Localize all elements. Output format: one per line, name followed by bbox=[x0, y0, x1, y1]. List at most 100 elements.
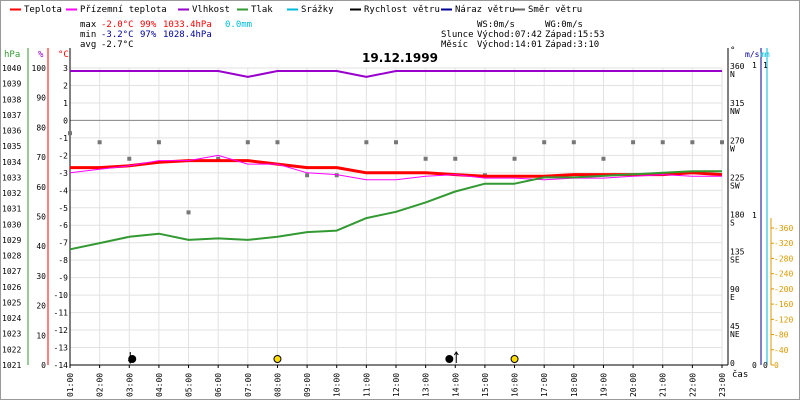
humidity-tick-label: 90 bbox=[36, 94, 46, 103]
degree-tick-label: -280 bbox=[774, 254, 793, 263]
x-tick-label: 14:00 bbox=[451, 373, 460, 397]
direction-name-label: E bbox=[730, 293, 735, 302]
wind-direction-point bbox=[97, 140, 102, 145]
humidity-tick-label: 80 bbox=[36, 123, 46, 132]
legend-label: Teplota bbox=[24, 5, 62, 15]
wind-direction-point bbox=[542, 140, 547, 145]
series-line-1 bbox=[69, 154, 722, 181]
legend-label: Vlhkost bbox=[192, 5, 230, 15]
x-axis-label: čas bbox=[732, 369, 748, 380]
precip-axis-unit: mm bbox=[760, 50, 770, 59]
pressure-tick-label: 1039 bbox=[2, 80, 21, 89]
x-tick-label: 06:00 bbox=[214, 373, 223, 397]
degree-tick-label: -80 bbox=[774, 331, 789, 340]
wind-tick-label: 1 bbox=[752, 211, 757, 220]
degree-tick-label: -40 bbox=[774, 346, 789, 355]
series-line-2 bbox=[70, 70, 722, 78]
humidity-tick-label: 20 bbox=[36, 302, 46, 311]
degree-tick-label: 0 bbox=[774, 361, 779, 370]
moon-set: Západ:3:10 bbox=[545, 40, 599, 50]
temperature-tick-label: -6 bbox=[58, 221, 68, 230]
temperature-tick-label: -11 bbox=[54, 309, 69, 318]
direction-name-label: SE bbox=[730, 256, 740, 265]
x-tick-label: 17:00 bbox=[540, 373, 549, 397]
x-tick-label: 20:00 bbox=[629, 373, 638, 397]
x-tick-label: 04:00 bbox=[155, 373, 164, 397]
wind-axis-unit: m/s bbox=[745, 50, 760, 59]
wind-direction-point bbox=[127, 156, 132, 161]
legend-label: Směr větru bbox=[528, 5, 582, 15]
direction-name-label: SW bbox=[730, 181, 740, 190]
temperature-tick-label: 3 bbox=[63, 64, 68, 73]
x-tick-label: 07:00 bbox=[244, 373, 253, 397]
plot-area: hPa1021102210231024102510261027102810291… bbox=[2, 46, 793, 397]
x-tick-label: 11:00 bbox=[362, 373, 371, 397]
wind-direction-point bbox=[720, 140, 724, 145]
temperature-tick-label: -12 bbox=[54, 326, 69, 335]
direction-axis-unit: ° bbox=[730, 46, 735, 56]
direction-name-label: NE bbox=[730, 330, 740, 339]
pressure-tick-label: 1029 bbox=[2, 236, 21, 245]
sun-label: Slunce bbox=[441, 30, 474, 40]
pressure-tick-label: 1033 bbox=[2, 173, 21, 182]
temperature-tick-label: 2 bbox=[63, 81, 68, 90]
direction-tick-label: 315 bbox=[730, 99, 745, 108]
wind-direction-point bbox=[512, 156, 517, 161]
pressure-tick-label: 1035 bbox=[2, 142, 21, 151]
wind-direction-point bbox=[275, 140, 280, 145]
temperature-tick-label: -1 bbox=[58, 134, 68, 143]
temperature-tick-label: -2 bbox=[58, 151, 68, 160]
x-tick-label: 10:00 bbox=[333, 373, 342, 397]
temperature-tick-label: 1 bbox=[63, 99, 68, 108]
stat-min-temp: -3.2°C bbox=[101, 30, 134, 40]
stat-min-press: 1028.4hPa bbox=[163, 30, 212, 40]
temperature-tick-label: -10 bbox=[54, 291, 69, 300]
wind-direction-point bbox=[690, 140, 695, 145]
x-tick-label: 23:00 bbox=[718, 373, 727, 397]
gust-marker bbox=[273, 355, 282, 363]
degree-tick-label: -120 bbox=[774, 315, 793, 324]
pressure-tick-label: 1021 bbox=[2, 361, 21, 370]
pressure-tick-label: 1032 bbox=[2, 189, 21, 198]
temperature-axis-unit: °C bbox=[58, 50, 69, 60]
humidity-tick-label: 60 bbox=[36, 183, 46, 192]
wind-arrow-head bbox=[127, 359, 133, 364]
x-tick-label: 16:00 bbox=[511, 373, 520, 397]
x-tick-label: 22:00 bbox=[688, 373, 697, 397]
pressure-tick-label: 1030 bbox=[2, 220, 21, 229]
x-tick-label: 08:00 bbox=[273, 373, 282, 397]
humidity-tick-label: 40 bbox=[36, 242, 46, 251]
degree-tick-label: -160 bbox=[774, 300, 793, 309]
pressure-tick-label: 1026 bbox=[2, 283, 21, 292]
wind-direction-point bbox=[334, 173, 339, 178]
degree-tick-label: -240 bbox=[774, 270, 793, 279]
degree-tick-label: -200 bbox=[774, 285, 793, 294]
pressure-tick-label: 1023 bbox=[2, 330, 21, 339]
pressure-tick-label: 1038 bbox=[2, 95, 21, 104]
humidity-tick-label: 30 bbox=[36, 272, 46, 281]
moon-label: Měsíc bbox=[441, 40, 468, 50]
wind-direction-point bbox=[601, 156, 606, 161]
temperature-tick-label: -7 bbox=[58, 239, 68, 248]
stats-panel: max -2.0°C 99% 1033.4hPa 0.0mm min -3.2°… bbox=[80, 20, 252, 50]
humidity-axis-unit: % bbox=[38, 50, 44, 60]
sun-set: Západ:15:53 bbox=[545, 30, 605, 40]
gust-marker bbox=[510, 355, 519, 363]
direction-name-label: NW bbox=[730, 107, 740, 116]
x-tick-label: 13:00 bbox=[422, 373, 431, 397]
degree-tick-label: -320 bbox=[774, 239, 793, 248]
stat-max-hum: 99% bbox=[140, 20, 157, 30]
legend-label: Náraz větru bbox=[455, 5, 515, 15]
wind-direction-point bbox=[245, 140, 250, 145]
wind-direction-point bbox=[571, 140, 576, 145]
x-tick-label: 21:00 bbox=[659, 373, 668, 397]
humidity-tick-label: 70 bbox=[36, 153, 46, 162]
pressure-tick-label: 1037 bbox=[2, 111, 21, 120]
direction-tick-label: 135 bbox=[730, 248, 745, 257]
wind-direction-point bbox=[68, 131, 72, 136]
moon-rise: Východ:14:01 bbox=[477, 40, 542, 50]
direction-name-label: N bbox=[730, 70, 735, 79]
wind-direction-point bbox=[453, 156, 458, 161]
